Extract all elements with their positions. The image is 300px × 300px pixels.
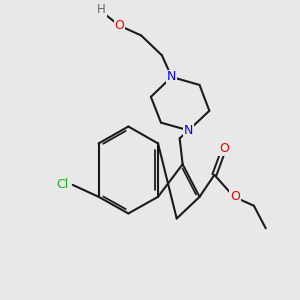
Text: O: O [115,19,124,32]
Text: H: H [97,3,106,16]
Text: N: N [184,124,193,137]
Text: O: O [230,190,240,203]
Text: N: N [167,70,176,83]
Text: O: O [219,142,229,155]
Text: Cl: Cl [56,178,69,191]
